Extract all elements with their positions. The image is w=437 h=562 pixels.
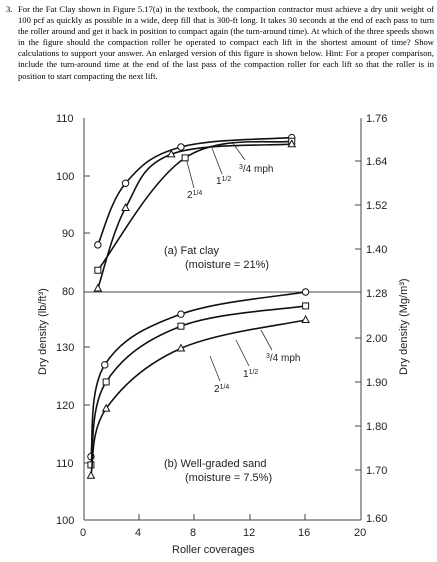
problem-text: For the Fat Clay shown in Figure 5.17(a)… (18, 4, 434, 81)
problem-number: 3. (6, 4, 13, 14)
curve-label-2-1-4: 21/4 (187, 190, 202, 201)
left-tick-label: 130 (56, 342, 74, 354)
x-tick-label: 0 (80, 527, 86, 539)
x-tick-label: 20 (354, 527, 366, 539)
y-axis-title: Dry density (lb/ft³) (37, 288, 49, 375)
data-point-circle (94, 241, 102, 249)
right-tick-label: 1.40 (366, 244, 387, 256)
data-point-triangle (86, 470, 96, 479)
left-tick-label: 100 (56, 171, 74, 183)
x-axis-title: Roller coverages (172, 544, 255, 556)
right-tick-label: 1.76 (366, 113, 387, 125)
data-point-square (102, 378, 110, 386)
data-point-square (177, 322, 185, 330)
x-tick-label: 8 (190, 527, 196, 539)
data-point-circle (177, 143, 185, 151)
data-point-triangle (101, 403, 111, 412)
annotation-arrow (260, 329, 273, 351)
panel-a-label: (a) Fat clay (164, 245, 220, 257)
left-tick-label: 80 (62, 286, 74, 298)
data-point-circle (177, 310, 185, 318)
problem-statement: 3. For the Fat Clay shown in Figure 5.17… (6, 4, 434, 82)
left-tick-label: 90 (62, 228, 74, 240)
series-line (90, 319, 306, 476)
annotation-arrow (235, 339, 250, 367)
data-point-square (87, 461, 95, 469)
series-group (86, 133, 310, 479)
series-line (90, 291, 306, 457)
y-axis-title-right: Dry density (Mg/m³) (398, 278, 410, 375)
right-tick-label: 1.52 (366, 200, 387, 212)
data-point-square (94, 266, 102, 274)
data-point-square (181, 154, 189, 162)
data-point-triangle (93, 283, 103, 292)
series-line (97, 136, 292, 246)
curve-label-1-1-2: 11/2 (243, 369, 258, 380)
curve-label-1-1-2: 11/2 (216, 176, 231, 187)
right-tick-label: 1.80 (366, 421, 387, 433)
data-point-square (302, 302, 310, 310)
x-tick-label: 4 (135, 527, 141, 539)
right-tick-label: 1.28 (366, 288, 387, 300)
panel-a-moisture: (moisture = 21%) (185, 259, 269, 271)
series-line (97, 143, 292, 289)
panel-b-label: (b) Well-graded sand (164, 458, 267, 470)
right-tick-label: 1.90 (366, 377, 387, 389)
right-tick-label: 1.70 (366, 465, 387, 477)
curve-label-2-1-4: 21/4 (214, 384, 229, 395)
x-tick-label: 16 (298, 527, 310, 539)
right-tick-label: 2.00 (366, 333, 387, 345)
curve-label-3-4mph: 3/4 mph (239, 164, 273, 175)
left-tick-label: 110 (56, 458, 74, 470)
annotation-arrow (211, 147, 223, 175)
left-tick-label: 110 (56, 113, 74, 125)
data-point-triangle (287, 139, 297, 148)
curve-label-3-4mph: 3/4 mph (266, 353, 300, 364)
data-point-circle (121, 179, 130, 187)
annotation-arrow (185, 157, 195, 189)
data-point-circle (301, 288, 310, 296)
data-point-triangle (301, 315, 310, 323)
series-line (90, 305, 306, 466)
right-tick-label: 1.60 (366, 513, 387, 525)
left-tick-label: 120 (56, 400, 74, 412)
data-point-triangle (121, 203, 130, 211)
data-point-triangle (176, 343, 186, 352)
panel-b-moisture: (moisture = 7.5%) (185, 472, 272, 484)
data-point-circle (101, 361, 109, 369)
x-tick-label: 12 (243, 527, 255, 539)
right-tick-label: 1.64 (366, 156, 387, 168)
data-point-triangle (166, 149, 176, 158)
left-tick-label: 100 (56, 515, 74, 527)
annotation-arrow (209, 355, 221, 382)
